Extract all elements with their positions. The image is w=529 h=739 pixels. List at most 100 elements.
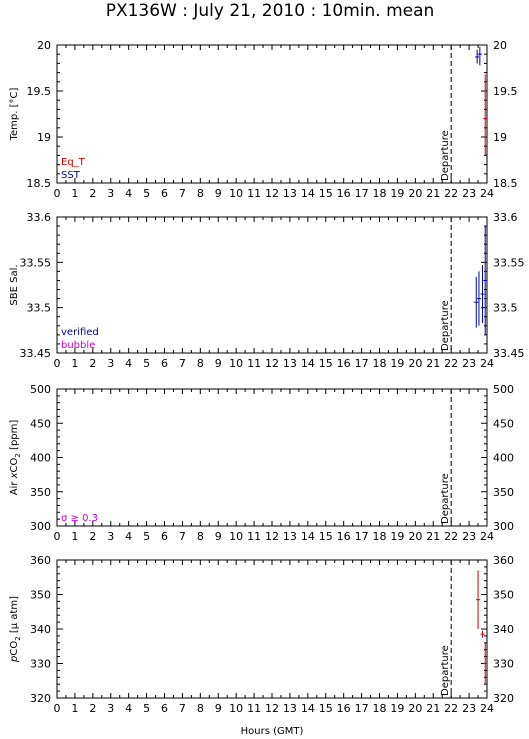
x-tick-label: 3 (107, 187, 114, 200)
y-tick-label-right: 330 (493, 658, 514, 671)
y-axis-label: pCO2 [µ atm] (9, 596, 22, 663)
y-tick-label-right: 500 (493, 383, 514, 396)
x-tick-label: 18 (373, 702, 387, 715)
x-tick-label: 15 (319, 530, 333, 543)
x-tick-label: 23 (462, 530, 476, 543)
plot-frame (56, 388, 488, 527)
x-tick-label: 12 (265, 357, 279, 370)
x-tick-label: 12 (265, 530, 279, 543)
x-tick-label: 8 (197, 187, 204, 200)
x-tick-label: 22 (444, 357, 458, 370)
y-tick-label-right: 300 (493, 520, 514, 533)
x-tick-label: 7 (179, 702, 186, 715)
x-tick-label: 5 (143, 187, 150, 200)
x-tick-label: 0 (54, 187, 61, 200)
x-tick-label: 10 (229, 357, 243, 370)
x-tick-label: 1 (71, 357, 78, 370)
y-tick-label-left: 19.5 (27, 85, 52, 98)
y-tick-label-right: 33.5 (493, 302, 518, 315)
x-tick-label: 18 (373, 187, 387, 200)
x-tick-label: 13 (283, 702, 297, 715)
x-tick-label: 14 (301, 357, 315, 370)
x-tick-label: 5 (143, 702, 150, 715)
y-tick-label-left: 33.5 (27, 302, 52, 315)
x-tick-label: 9 (215, 187, 222, 200)
x-tick-label: 4 (125, 357, 132, 370)
x-tick-label: 17 (355, 530, 369, 543)
x-tick-label: 4 (125, 530, 132, 543)
x-tick-label: 23 (462, 357, 476, 370)
x-tick-label: 12 (265, 702, 279, 715)
x-tick-label: 0 (54, 530, 61, 543)
y-tick-label-right: 18.5 (493, 177, 518, 190)
x-tick-label: 17 (355, 187, 369, 200)
y-tick-label-right: 33.55 (493, 256, 525, 269)
x-tick-label: 24 (480, 357, 494, 370)
x-tick-label: 13 (283, 530, 297, 543)
x-tick-label: 18 (373, 357, 387, 370)
legend-entry: Eq_T (61, 157, 86, 168)
y-tick-label-left: 350 (30, 486, 51, 499)
x-axis-label: Hours (GMT) (241, 726, 304, 737)
x-tick-label: 24 (480, 187, 494, 200)
plot-frame (56, 44, 488, 184)
y-tick-label-right: 19.5 (493, 85, 518, 98)
y-tick-label-right: 350 (493, 486, 514, 499)
x-tick-label: 21 (426, 187, 440, 200)
x-tick-label: 5 (143, 357, 150, 370)
y-tick-label-left: 500 (30, 383, 51, 396)
x-tick-label: 8 (197, 702, 204, 715)
y-tick-label-left: 33.6 (27, 211, 52, 224)
x-tick-label: 3 (107, 530, 114, 543)
y-tick-label-left: 20 (37, 39, 51, 52)
departure-label: Departure (440, 473, 451, 524)
legend-entry: σ ≥ 0.3 (61, 513, 98, 524)
y-tick-label-left: 340 (30, 623, 51, 636)
x-tick-label: 23 (462, 702, 476, 715)
x-tick-label: 5 (143, 530, 150, 543)
legend-entry: verified (61, 327, 99, 338)
y-tick-label-left: 33.55 (20, 256, 52, 269)
x-tick-label: 23 (462, 187, 476, 200)
x-tick-label: 17 (355, 357, 369, 370)
x-tick-label: 9 (215, 357, 222, 370)
y-axis-label: Temp. [°C] (9, 88, 20, 142)
y-tick-label-left: 360 (30, 554, 51, 567)
y-tick-label-left: 350 (30, 589, 51, 602)
x-tick-label: 13 (283, 357, 297, 370)
x-tick-label: 17 (355, 702, 369, 715)
x-tick-label: 20 (408, 702, 422, 715)
x-tick-label: 24 (480, 702, 494, 715)
x-tick-label: 19 (390, 357, 404, 370)
panel-3: 0 1 2 3 4 5 6 7 8 9 10 11 12 13 14 15 16 17 18 19 20 21 22 23 24… (9, 383, 514, 543)
y-tick-label-left: 19 (37, 131, 51, 144)
x-tick-label: 22 (444, 187, 458, 200)
legend-entry: SST (61, 170, 81, 181)
x-tick-label: 15 (319, 702, 333, 715)
panel-1: 0 1 2 3 4 5 6 7 8 9 10 11 12 13 14 15 16 17 18 19 20 21 22 23 24… (9, 39, 518, 200)
y-tick-label-right: 19 (493, 131, 507, 144)
y-tick-label-left: 450 (30, 417, 51, 430)
x-tick-label: 7 (179, 530, 186, 543)
y-tick-label-right: 340 (493, 623, 514, 636)
x-tick-label: 8 (197, 357, 204, 370)
x-tick-label: 6 (161, 357, 168, 370)
x-tick-label: 12 (265, 187, 279, 200)
x-tick-label: 21 (426, 702, 440, 715)
x-tick-label: 21 (426, 530, 440, 543)
x-tick-label: 1 (71, 530, 78, 543)
x-tick-label: 13 (283, 187, 297, 200)
y-tick-label-right: 400 (493, 452, 514, 465)
y-tick-label-right: 360 (493, 554, 514, 567)
x-tick-label: 1 (71, 187, 78, 200)
plot-frame (56, 216, 488, 354)
x-tick-label: 7 (179, 357, 186, 370)
x-tick-label: 16 (337, 702, 351, 715)
x-tick-label: 11 (247, 530, 261, 543)
x-tick-label: 21 (426, 357, 440, 370)
x-tick-label: 3 (107, 702, 114, 715)
x-tick-label: 7 (179, 187, 186, 200)
x-tick-label: 11 (247, 187, 261, 200)
x-tick-label: 3 (107, 357, 114, 370)
